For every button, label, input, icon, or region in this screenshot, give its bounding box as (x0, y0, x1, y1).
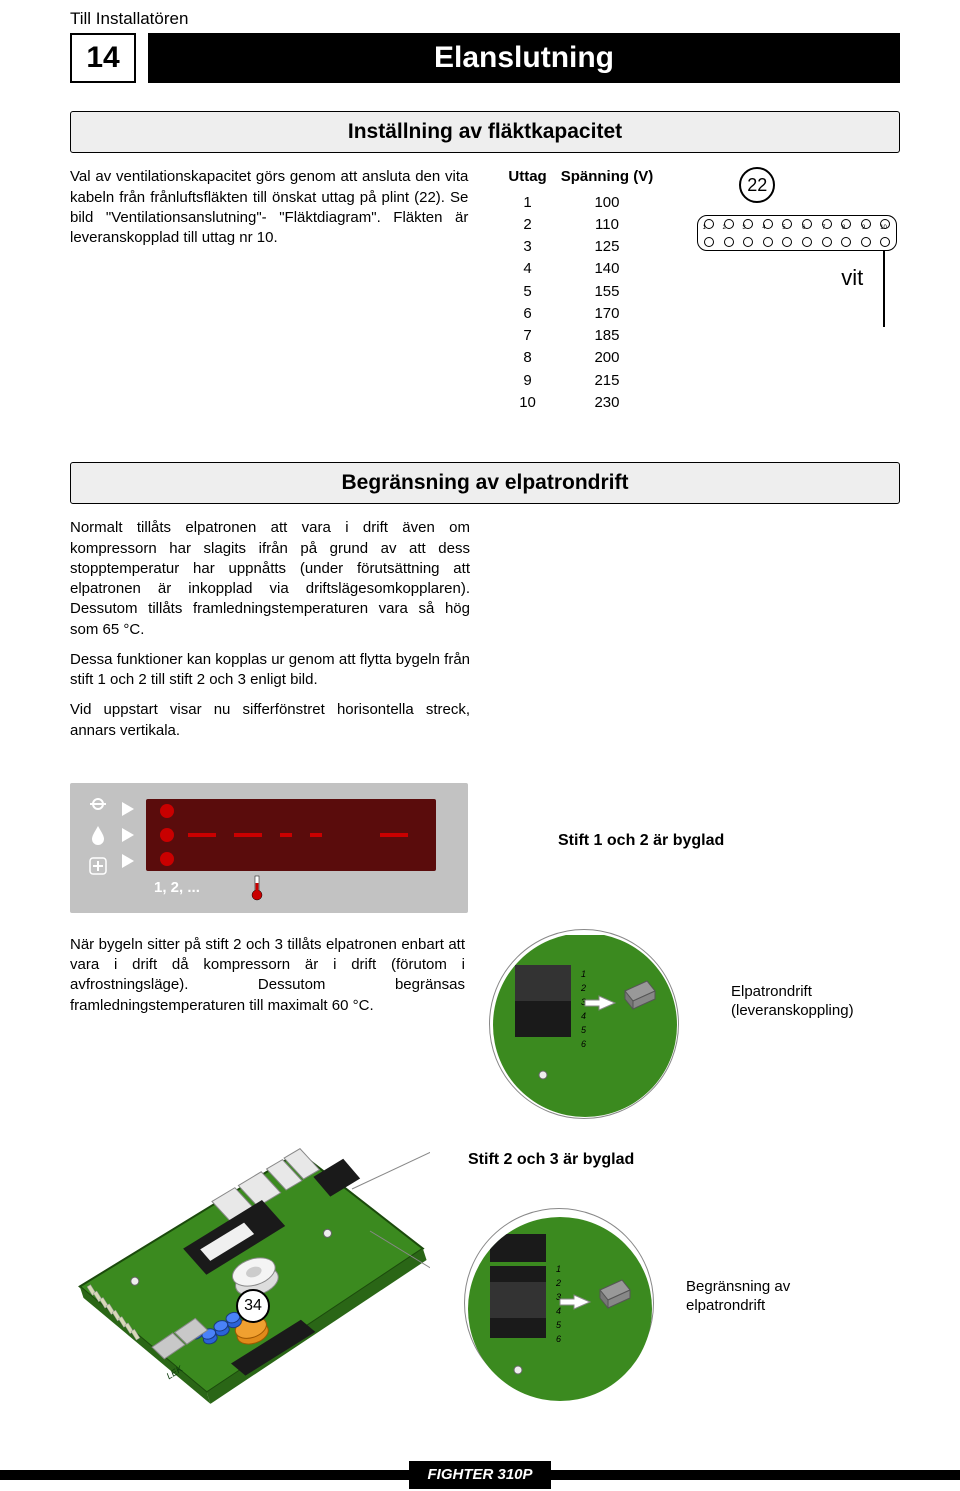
badge-22: 22 (739, 167, 775, 203)
segment-icon (380, 833, 408, 837)
terminal-hole (841, 237, 851, 247)
table-row: 1100 (508, 192, 667, 214)
table-row: 2110 (508, 214, 667, 236)
plus-box-icon (89, 857, 107, 875)
voltage-table: Uttag Spänning (V) 1100 2110 3125 4140 5… (508, 167, 667, 414)
page-header: 14 Elanslutning (70, 33, 900, 83)
terminal-hole (763, 237, 773, 247)
terminal-hole (782, 237, 792, 247)
pcb-icon: LEK (70, 1141, 430, 1421)
svg-text:1: 1 (556, 1264, 561, 1274)
th-uttag: Uttag (508, 167, 560, 191)
stift-1-2-label: Stift 1 och 2 är byglad (558, 830, 724, 852)
table-row: 9215 (508, 370, 667, 392)
arrow-icon (122, 828, 134, 842)
table-row: 3125 (508, 236, 667, 258)
vit-label: vit (841, 263, 863, 293)
terminal-block: 1 2 3 4 5 6 7 8 9 10 (697, 215, 897, 251)
segment-icon (310, 833, 322, 837)
section-title-limit: Begränsning av elpatrondrift (70, 462, 900, 504)
thermometer-icon (250, 875, 264, 901)
pcb-figure: LEK 34 (70, 1141, 430, 1421)
svg-text:4: 4 (556, 1306, 561, 1316)
display-panel: 1, 2, ... (70, 783, 468, 913)
drop-icon (91, 825, 105, 845)
zoom-circle-2: 123 456 (460, 1214, 670, 1414)
led-icon (160, 804, 174, 818)
segment-icon (234, 833, 262, 837)
begr-label-2: elpatrondrift (686, 1297, 790, 1316)
arrow-icon (122, 802, 134, 816)
section-title-fan: Inställning av fläktkapacitet (70, 111, 900, 153)
terminal-figure: 22 1 (697, 167, 897, 347)
terminal-hole (743, 237, 753, 247)
jumper-detail-1: 123 456 (485, 935, 685, 1125)
panel-counter: 1, 2, ... (154, 878, 200, 898)
segment-icon (188, 833, 216, 837)
th-spanning: Spänning (V) (561, 167, 668, 191)
page-title: Elanslutning (148, 33, 900, 83)
elpatrondrift-label: Elpatrondrift (731, 983, 854, 1002)
audience-label: Till Installatören (70, 8, 900, 31)
limit-para-1: Normalt tillåts elpatronen att vara i dr… (70, 518, 470, 640)
limit-para-2: Dessa funktioner kan kopplas ur genom at… (70, 650, 470, 691)
svg-text:2: 2 (580, 983, 586, 993)
leverans-label: (leveranskoppling) (731, 1002, 854, 1021)
table-row: 4140 (508, 258, 667, 280)
led-icon (160, 852, 174, 866)
table-row: 7185 (508, 325, 667, 347)
zoom-circle-1: 123 456 (485, 935, 695, 1115)
stift-2-3-label: Stift 2 och 3 är byglad (468, 1149, 790, 1171)
wire-icon (883, 251, 885, 327)
jumper-detail-2: 123 456 (460, 1214, 660, 1414)
svg-text:4: 4 (581, 1011, 586, 1021)
fan-paragraph: Val av ventilationskapacitet görs genom … (70, 167, 468, 248)
page-number: 14 (70, 33, 136, 83)
page-footer: FIGHTER 310P (0, 1461, 960, 1489)
svg-text:2: 2 (555, 1278, 561, 1288)
svg-text:1: 1 (581, 969, 586, 979)
terminal-hole (822, 237, 832, 247)
arrow-icon (122, 854, 134, 868)
terminal-hole (861, 237, 871, 247)
badge-34: 34 (236, 1289, 270, 1323)
svg-text:6: 6 (581, 1039, 586, 1049)
terminal-hole (724, 237, 734, 247)
terminal-hole (802, 237, 812, 247)
table-row: 5155 (508, 281, 667, 303)
begr-label-1: Begränsning av (686, 1278, 790, 1297)
table-row: 8200 (508, 347, 667, 369)
segment-icon (280, 833, 292, 837)
led-icon (160, 828, 174, 842)
table-row: 6170 (508, 303, 667, 325)
svg-text:6: 6 (556, 1334, 561, 1344)
limit-para-3: Vid uppstart visar nu sifferfönstret hor… (70, 700, 470, 741)
table-row: 10230 (508, 392, 667, 414)
lcd-display (146, 799, 436, 871)
sun-icon (89, 795, 107, 813)
terminal-hole (704, 237, 714, 247)
terminal-hole (880, 237, 890, 247)
limit-para-4: När bygeln sitter på stift 2 och 3 tillå… (70, 935, 465, 1016)
footer-model: FIGHTER 310P (409, 1461, 550, 1489)
